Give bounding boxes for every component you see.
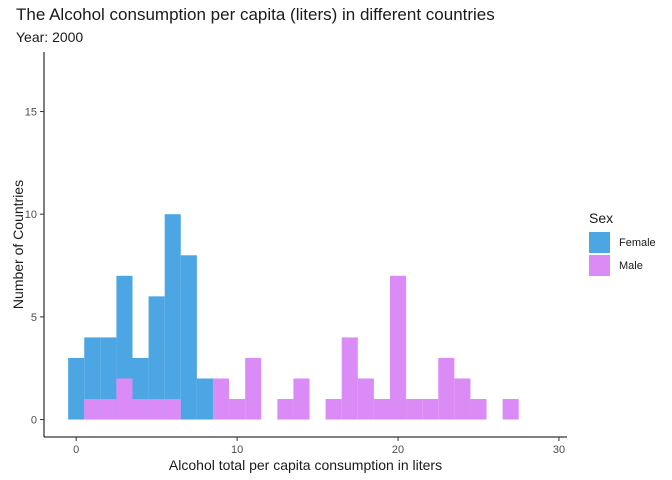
bar-male-9	[277, 399, 294, 420]
legend-label-male: Male	[619, 259, 643, 272]
bar-female-5	[148, 296, 165, 420]
bar-male-2	[116, 378, 133, 420]
bar-male-1	[100, 399, 117, 420]
chart-subtitle: Year: 2000	[16, 29, 84, 45]
y-ticks: 0 5 10 15	[25, 107, 44, 427]
bar-male-15	[389, 275, 407, 420]
bar-male-19	[454, 378, 471, 420]
bar-female-0	[68, 357, 85, 420]
bar-male-21	[502, 399, 519, 420]
bar-female-6	[164, 214, 181, 420]
bar-male-16	[406, 399, 423, 420]
x-axis-title: Alcohol total per capita consumption in …	[169, 457, 442, 473]
legend-key-female	[589, 232, 610, 253]
legend-key-male	[589, 255, 610, 276]
y-tick-label: 15	[25, 107, 37, 119]
legend: Sex Female Male	[589, 210, 656, 277]
bar-male-17	[422, 399, 439, 420]
legend-label-female: Female	[619, 236, 656, 249]
x-tick-label: 30	[553, 444, 565, 456]
bar-female-8	[196, 378, 213, 420]
bar-male-4	[148, 399, 165, 420]
bar-male-20	[470, 399, 487, 420]
y-tick-label: 0	[31, 415, 37, 427]
bar-male-0	[84, 399, 101, 420]
bar-male-11	[325, 399, 342, 420]
bar-female-7	[180, 255, 197, 420]
x-ticks: 0 10 20 30	[73, 437, 565, 456]
legend-item-female: Female	[589, 231, 656, 254]
bar-male-7	[229, 399, 246, 420]
bar-male-8	[245, 357, 262, 420]
bar-male-13	[357, 378, 374, 420]
bar-male-10	[293, 378, 310, 420]
y-axis-title: Number of Countries	[10, 180, 26, 309]
bar-male-5	[164, 399, 181, 420]
bar-male-14	[373, 399, 390, 420]
bar-male-3	[132, 399, 149, 420]
x-tick-label: 10	[231, 444, 243, 456]
y-tick-label: 10	[25, 209, 37, 221]
chart-title: The Alcohol consumption per capita (lite…	[16, 5, 495, 24]
x-tick-label: 0	[73, 444, 79, 456]
y-tick-label: 5	[31, 312, 37, 324]
bar-male-12	[341, 337, 358, 420]
bar-male-18	[438, 357, 455, 420]
legend-title: Sex	[589, 210, 614, 226]
x-tick-label: 20	[392, 444, 404, 456]
legend-item-male: Male	[589, 254, 656, 277]
bars-layer	[68, 214, 519, 420]
bar-male-6	[212, 378, 230, 420]
